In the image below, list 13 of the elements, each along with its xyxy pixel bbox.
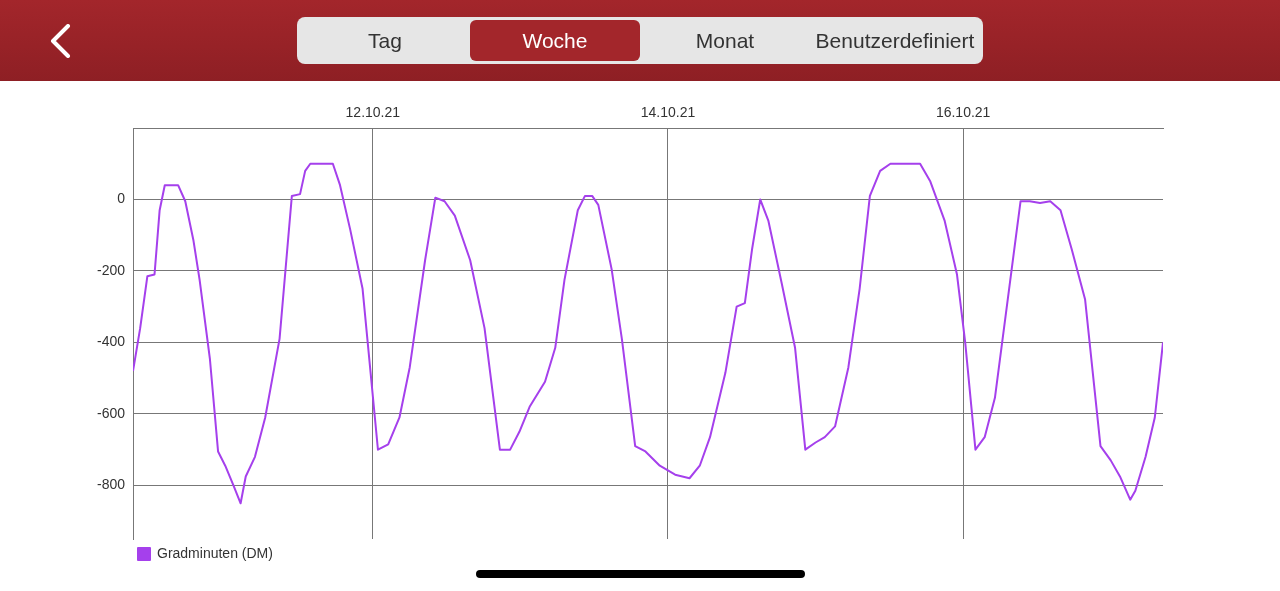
text: Monat bbox=[694, 27, 756, 54]
text: Benutzerdefiniert bbox=[814, 27, 976, 54]
y-tick-label: -600 bbox=[96, 404, 126, 421]
x-tick-label: 12.10.21 bbox=[345, 104, 401, 121]
text: Woche bbox=[470, 20, 640, 61]
x-tick-label: 16.10.21 bbox=[935, 104, 991, 121]
y-tick-label: -200 bbox=[96, 261, 126, 278]
y-tick-label: -800 bbox=[96, 476, 126, 493]
y-tick-label: -400 bbox=[96, 333, 126, 350]
y-tick-label: 0 bbox=[117, 190, 126, 207]
legend-label: Gradminuten (DM) bbox=[157, 544, 273, 561]
text: Tag bbox=[367, 27, 403, 54]
x-tick-label: 14.10.21 bbox=[640, 104, 696, 121]
